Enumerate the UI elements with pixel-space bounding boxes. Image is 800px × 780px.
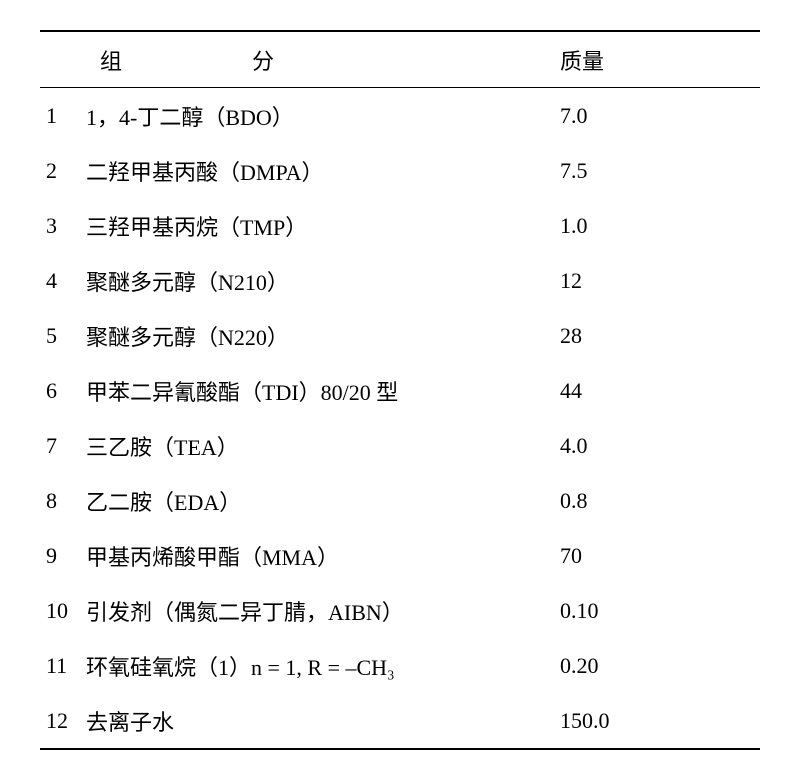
cell-mass: 4.0 <box>560 418 760 473</box>
cell-component: 三乙胺（TEA） <box>86 418 560 473</box>
cell-mass: 44 <box>560 363 760 418</box>
cell-index: 8 <box>40 473 86 528</box>
table-row: 5 聚醚多元醇（N220） 28 <box>40 308 760 363</box>
table-row: 4 聚醚多元醇（N210） 12 <box>40 253 760 308</box>
header-component-fen: 分 <box>122 44 274 76</box>
cell-component: 乙二胺（EDA） <box>86 473 560 528</box>
cell-mass: 7.5 <box>560 143 760 198</box>
cell-component: 二羟甲基丙酸（DMPA） <box>86 143 560 198</box>
cell-component: 引发剂（偶氮二异丁腈，AIBN） <box>86 583 560 638</box>
header-mass: 质量 <box>560 31 760 88</box>
cell-mass: 12 <box>560 253 760 308</box>
cell-mass: 70 <box>560 528 760 583</box>
cell-index: 2 <box>40 143 86 198</box>
cell-mass: 28 <box>560 308 760 363</box>
cell-component: 1，4-丁二醇（BDO） <box>86 88 560 144</box>
cell-component: 去离子水 <box>86 693 560 749</box>
table-row: 3 三羟甲基丙烷（TMP） 1.0 <box>40 198 760 253</box>
cell-component: 三羟甲基丙烷（TMP） <box>86 198 560 253</box>
cell-component: 甲基丙烯酸甲酯（MMA） <box>86 528 560 583</box>
cell-component: 聚醚多元醇（N210） <box>86 253 560 308</box>
cell-index: 12 <box>40 693 86 749</box>
cell-mass: 7.0 <box>560 88 760 144</box>
table-row: 8 乙二胺（EDA） 0.8 <box>40 473 760 528</box>
table-row: 7 三乙胺（TEA） 4.0 <box>40 418 760 473</box>
cell-component: 甲苯二异氰酸酯（TDI）80/20 型 <box>86 363 560 418</box>
cell-index: 1 <box>40 88 86 144</box>
cell-index: 10 <box>40 583 86 638</box>
cell-mass: 0.10 <box>560 583 760 638</box>
cell-mass: 0.20 <box>560 638 760 693</box>
cell-component: 环氧硅氧烷（1）n = 1, R = –CH₃ <box>86 638 560 693</box>
cell-index: 6 <box>40 363 86 418</box>
header-component-zu: 组 <box>86 44 122 76</box>
cell-mass: 150.0 <box>560 693 760 749</box>
composition-table: 组分 质量 1 1，4-丁二醇（BDO） 7.0 2 二羟甲基丙酸（DMPA） … <box>40 30 760 750</box>
table-row: 2 二羟甲基丙酸（DMPA） 7.5 <box>40 143 760 198</box>
table-header-row: 组分 质量 <box>40 31 760 88</box>
table-row: 6 甲苯二异氰酸酯（TDI）80/20 型 44 <box>40 363 760 418</box>
cell-index: 4 <box>40 253 86 308</box>
cell-index: 7 <box>40 418 86 473</box>
cell-index: 5 <box>40 308 86 363</box>
cell-index: 9 <box>40 528 86 583</box>
cell-mass: 0.8 <box>560 473 760 528</box>
header-index <box>40 31 86 88</box>
table-row: 11 环氧硅氧烷（1）n = 1, R = –CH₃ 0.20 <box>40 638 760 693</box>
cell-index: 11 <box>40 638 86 693</box>
table-row: 9 甲基丙烯酸甲酯（MMA） 70 <box>40 528 760 583</box>
table-row: 10 引发剂（偶氮二异丁腈，AIBN） 0.10 <box>40 583 760 638</box>
cell-component: 聚醚多元醇（N220） <box>86 308 560 363</box>
table-row: 1 1，4-丁二醇（BDO） 7.0 <box>40 88 760 144</box>
cell-mass: 1.0 <box>560 198 760 253</box>
table-row: 12 去离子水 150.0 <box>40 693 760 749</box>
header-component: 组分 <box>86 31 560 88</box>
cell-index: 3 <box>40 198 86 253</box>
